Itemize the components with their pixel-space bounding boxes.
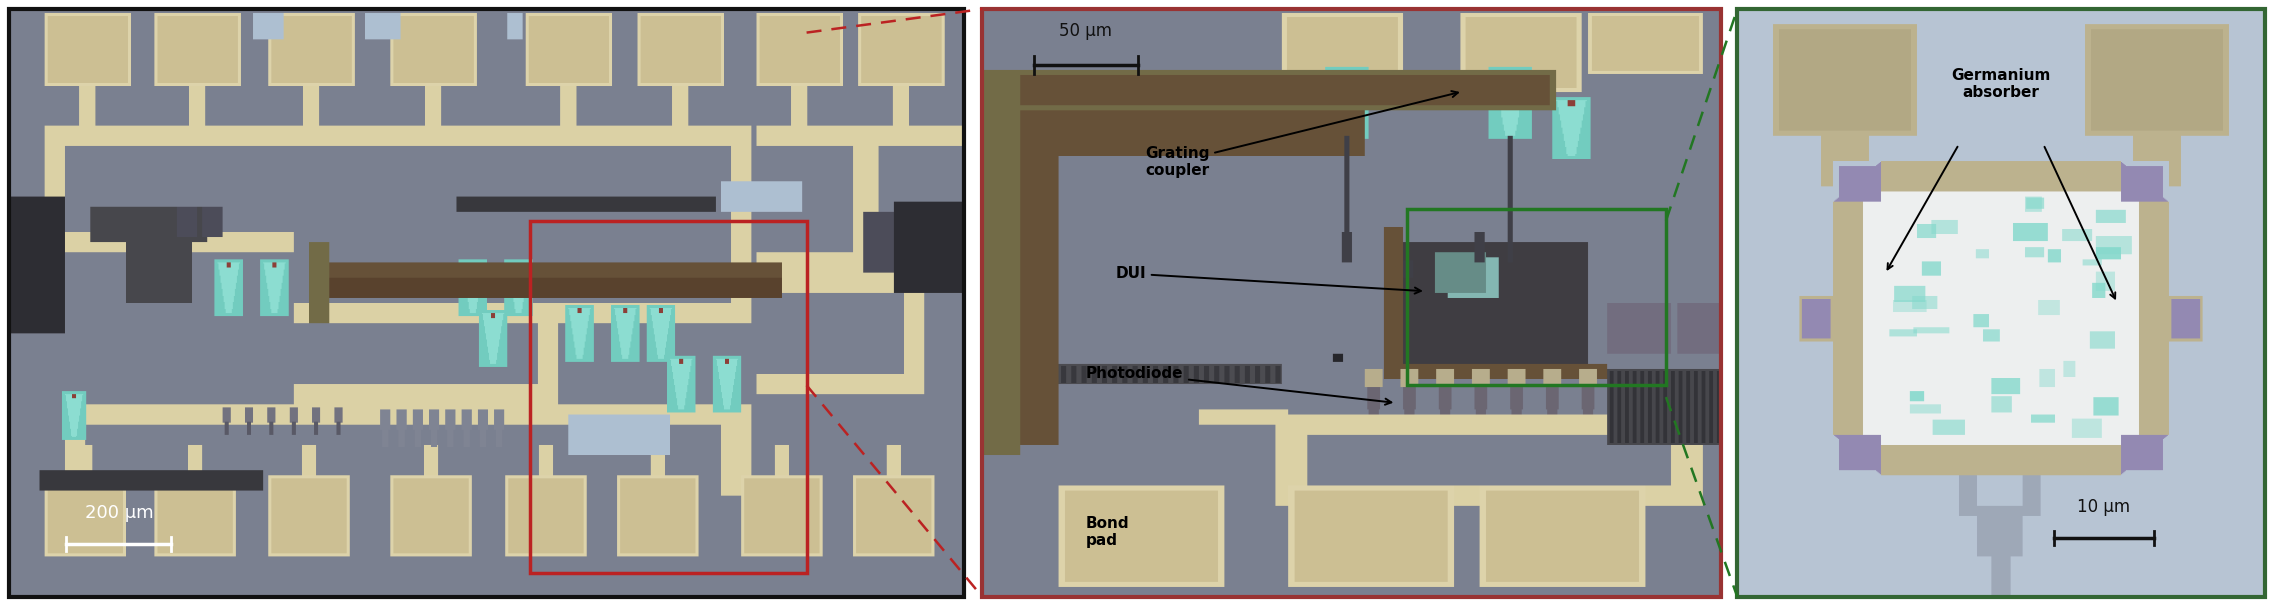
Text: 10 μm: 10 μm bbox=[2078, 498, 2131, 516]
Bar bbox=[1408, 209, 1667, 385]
Text: 200 μm: 200 μm bbox=[84, 504, 152, 522]
Text: Bond
pad: Bond pad bbox=[1087, 516, 1130, 548]
Text: DUI: DUI bbox=[1114, 266, 1421, 294]
Text: Grating
coupler: Grating coupler bbox=[1146, 91, 1458, 178]
Text: 50 μm: 50 μm bbox=[1060, 22, 1112, 40]
Text: Germanium
absorber: Germanium absorber bbox=[1951, 68, 2051, 100]
Text: Photodiode: Photodiode bbox=[1087, 366, 1392, 405]
Bar bbox=[530, 221, 807, 573]
